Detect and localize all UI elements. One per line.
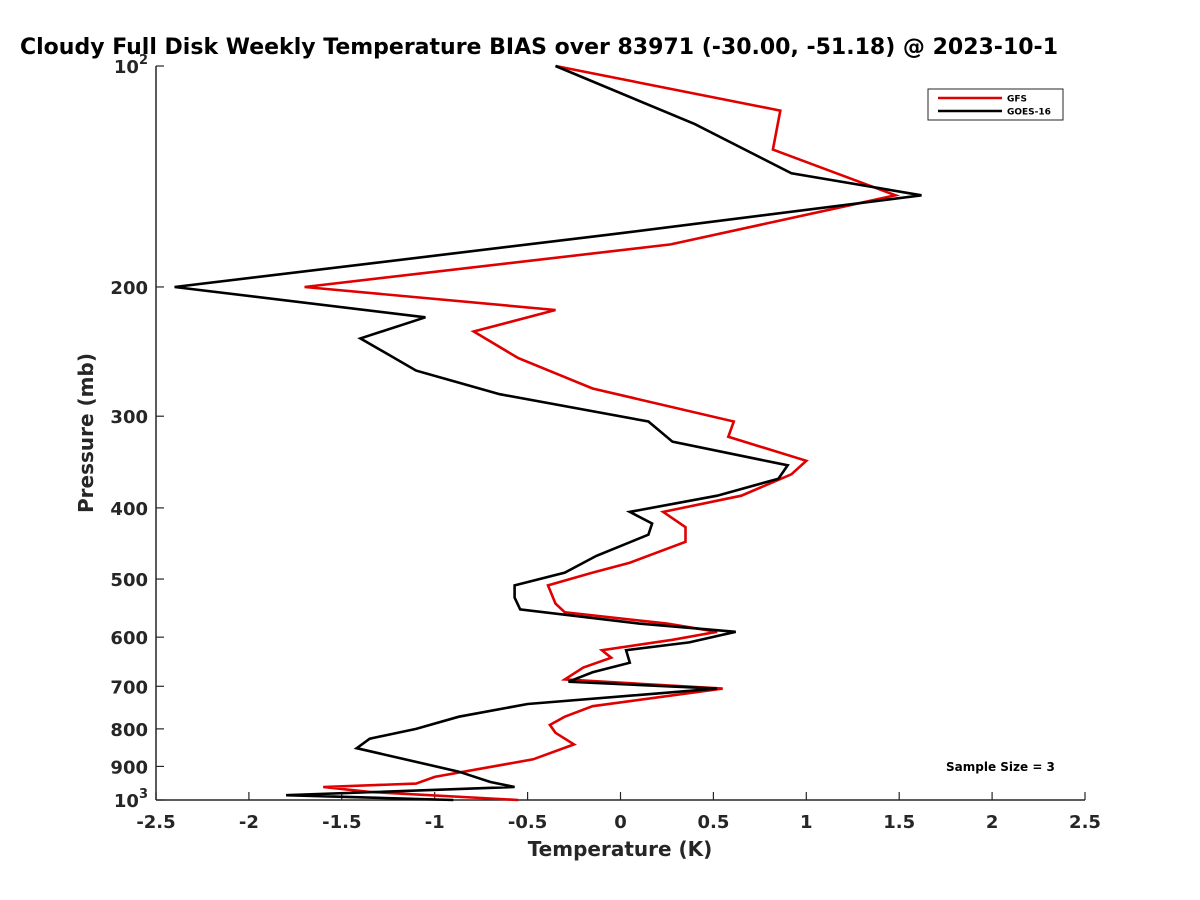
legend-entry-label: GOES-16 — [1007, 108, 1051, 118]
x-tick-label: -2.5 — [136, 812, 175, 833]
y-tick-label: 900 — [110, 757, 148, 778]
y-tick-label: 103 — [114, 787, 148, 812]
x-tick-label: 1.5 — [883, 812, 915, 833]
y-tick-base: 10 — [114, 57, 139, 78]
y-tick-label: 200 — [110, 278, 148, 299]
x-axis-ticks: -2.5 -2 -1.5 -1 -0.5 0 0.5 1 1.5 2 2.5 — [136, 792, 1101, 833]
y-tick-label: 800 — [110, 720, 148, 741]
plot-area — [155, 66, 1085, 801]
series-lines — [174, 64, 922, 802]
x-tick-label: 2.5 — [1069, 812, 1101, 833]
legend-entry-label: GFS — [1007, 95, 1027, 105]
x-tick-label: 2 — [986, 812, 999, 833]
y-tick-label: 400 — [110, 499, 148, 520]
series-line-goes-16 — [174, 64, 922, 802]
y-tick-label: 300 — [110, 407, 148, 428]
y-tick-exponent: 2 — [139, 53, 148, 68]
x-tick-label: -1.5 — [322, 812, 361, 833]
x-tick-label: 0 — [614, 812, 627, 833]
plot-background — [156, 66, 1085, 800]
legend-box — [927, 88, 1064, 121]
legend: GFS GOES-16 — [927, 88, 1064, 121]
series-line-gfs — [304, 64, 901, 802]
x-tick-label: 0.5 — [697, 812, 729, 833]
y-tick-label: 102 — [114, 53, 148, 78]
x-tick-label: 1 — [800, 812, 813, 833]
y-tick-label: 600 — [110, 628, 148, 649]
y-tick-label: 700 — [110, 677, 148, 698]
y-tick-label: 500 — [110, 570, 148, 591]
chart-title: Cloudy Full Disk Weekly Temperature BIAS… — [20, 35, 1058, 60]
x-tick-label: -2 — [239, 812, 259, 833]
y-tick-base: 10 — [114, 791, 139, 812]
x-axis-label: Temperature (K) — [528, 837, 713, 861]
y-tick-exponent: 3 — [139, 787, 148, 802]
sample-size-annotation: Sample Size = 3 — [946, 760, 1055, 774]
y-axis-label: Pressure (mb) — [74, 353, 98, 513]
x-tick-label: -1 — [425, 812, 445, 833]
x-tick-label: -0.5 — [508, 812, 547, 833]
